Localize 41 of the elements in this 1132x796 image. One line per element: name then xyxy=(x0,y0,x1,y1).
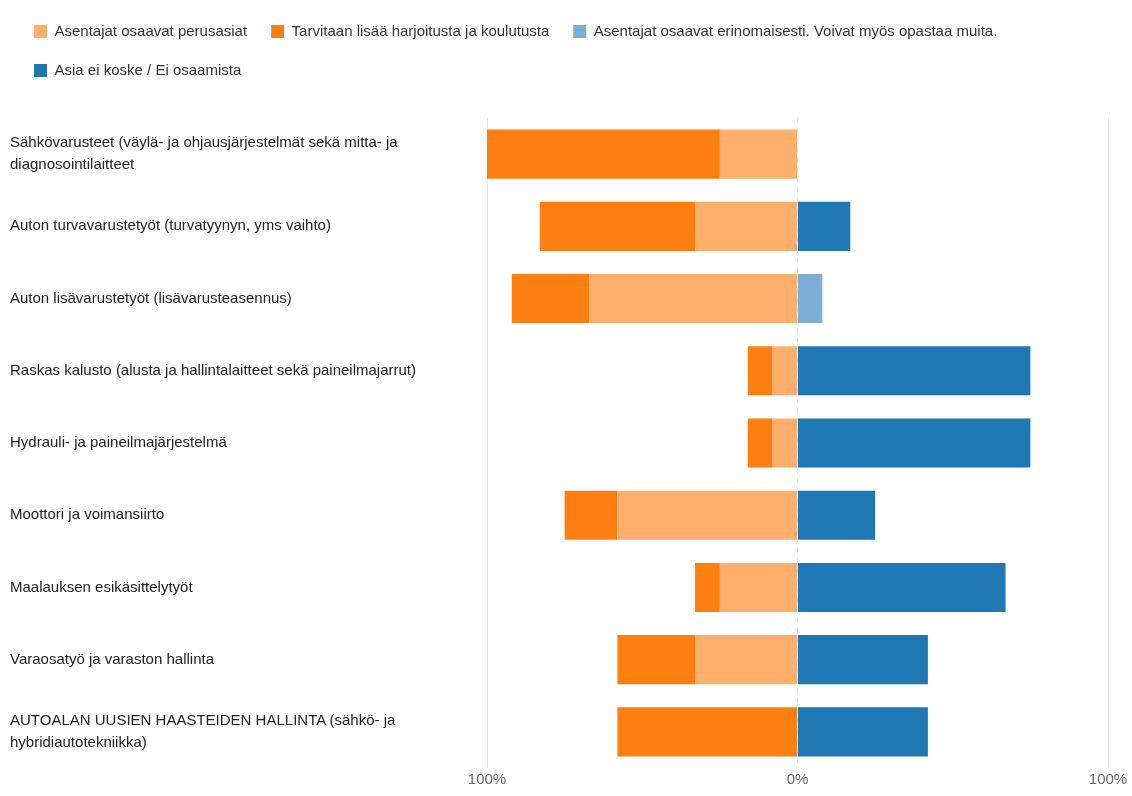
bar xyxy=(487,129,720,179)
bar xyxy=(695,562,720,612)
bar xyxy=(617,490,797,540)
bar xyxy=(798,562,1006,612)
bar xyxy=(747,418,773,468)
y-tick-label: Auton lisävarustetyöt (lisävarusteasennus) xyxy=(10,288,292,306)
bar xyxy=(798,201,851,251)
bar xyxy=(798,490,876,540)
bar xyxy=(798,635,928,685)
legend-label: Tarvitaan lisää harjoitusta ja koulutusta xyxy=(291,21,550,39)
bar xyxy=(617,707,797,757)
y-tick-label: Auton turvavarustetyöt (turvatyynyn, yms vaihto) xyxy=(10,216,331,234)
bar xyxy=(772,346,797,396)
bar xyxy=(798,274,823,324)
bar xyxy=(695,635,797,685)
y-tick-label: Hydrauli- ja paineilmajärjestelmä xyxy=(10,433,228,451)
bar xyxy=(798,707,928,757)
y-tick-label: Moottori ja voimansiirto xyxy=(10,505,165,523)
legend-label: Asentajat osaavat perusasiat xyxy=(54,21,248,39)
bar xyxy=(719,129,797,179)
y-tick-label: Sähkövarusteet (väylä- ja ohjausjärjestelmät sekä mitta- ja diagnosointilaitteet xyxy=(10,133,399,173)
bar xyxy=(747,346,773,396)
bar xyxy=(798,418,1031,468)
legend-label: Asia ei koske / Ei osaamista xyxy=(54,60,242,78)
y-tick-label: AUTOALAN UUSIEN HAASTEIDEN HALLINTA (sähkö- ja hybridiautotekniikka) xyxy=(10,711,397,750)
y-tick-label: Raskas kalusto (alusta ja hallintalaitteet sekä paineilmajarrut) xyxy=(10,360,417,378)
bar xyxy=(511,274,590,324)
bar xyxy=(589,274,797,324)
bar xyxy=(798,346,1031,396)
y-tick-label: Maalauksen esikäsittelytyöt xyxy=(10,577,194,595)
bar xyxy=(719,562,797,612)
y-tick-label: Varaosatyö ja varaston hallinta xyxy=(10,649,215,667)
x-tick-label: 0% xyxy=(786,770,809,788)
bar xyxy=(617,635,696,685)
x-tick-label: 100% xyxy=(467,770,507,788)
x-tick-label: 100% xyxy=(1088,770,1128,788)
bar xyxy=(539,201,696,251)
bar xyxy=(564,490,618,540)
bar xyxy=(695,201,797,251)
bar xyxy=(772,418,797,468)
legend-label: Asentajat osaavat erinomaisesti. Voivat myös opastaa muita. xyxy=(593,21,998,39)
